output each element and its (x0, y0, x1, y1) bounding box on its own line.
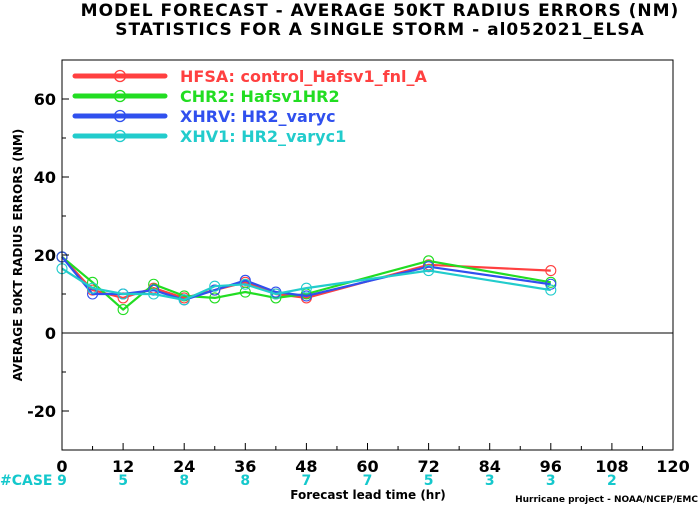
case-count: 3 (546, 473, 556, 489)
y-tick-label: 40 (34, 168, 56, 187)
legend-label-4: XHV1: HR2_varyc1 (180, 127, 346, 146)
case-count: 7 (302, 473, 312, 489)
x-tick-label: 36 (234, 457, 256, 476)
case-count: 5 (118, 473, 128, 489)
case-count: 5 (424, 473, 434, 489)
data-point (239, 286, 251, 298)
data-point (270, 288, 282, 300)
case-count: 2 (607, 473, 617, 489)
chart-subtitle: STATISTICS FOR A SINGLE STORM - al052021… (115, 20, 644, 40)
x-tick-label: 60 (356, 457, 378, 476)
x-tick-label: 120 (656, 457, 689, 476)
series-line-3 (61, 256, 551, 301)
case-count: 8 (179, 473, 189, 489)
series-line-4 (61, 267, 551, 301)
case-counts: 9 5 8 8 7 7 5 3 3 2 (57, 473, 617, 489)
legend-label-2: CHR2: Hafsv1HR2 (180, 87, 340, 106)
x-tick-label: 48 (295, 457, 317, 476)
x-tick-label: 24 (173, 457, 195, 476)
data-point (117, 288, 129, 300)
case-count: 7 (363, 473, 373, 489)
x-tick-label: 72 (417, 457, 439, 476)
data-point (300, 282, 312, 294)
data-point (300, 290, 312, 302)
series-layer (56, 251, 557, 316)
x-axis-label: Forecast lead time (hr) (290, 488, 446, 502)
legend-marker-4 (113, 129, 127, 143)
y-tick-label: 0 (45, 324, 56, 343)
case-count: 8 (240, 473, 250, 489)
y-tick-label: -20 (27, 402, 56, 421)
y-axis: -20 0 20 40 60 (27, 59, 69, 421)
legend-marker-1 (113, 69, 127, 83)
x-tick-label: 0 (56, 457, 67, 476)
chart-title: MODEL FORECAST - AVERAGE 50KT RADIUS ERR… (81, 1, 680, 21)
legend-marker-3 (113, 109, 127, 123)
y-tick-label: 20 (34, 246, 56, 265)
x-tick-label: 108 (595, 457, 628, 476)
data-point (545, 265, 557, 277)
case-label: #CASE (0, 473, 53, 489)
y-axis-label: AVERAGE 50KT RADIUS ERRORS (NM) (11, 129, 25, 381)
data-point (423, 265, 435, 277)
data-point (117, 304, 129, 316)
credit-text: Hurricane project - NOAA/NCEP/EMC (515, 495, 698, 505)
data-point (178, 294, 190, 306)
data-point (209, 292, 221, 304)
data-point (209, 280, 221, 292)
legend-label-1: HFSA: control_Hafsv1_fnl_A (180, 67, 427, 86)
data-point (87, 282, 99, 294)
data-point (239, 278, 251, 290)
legend-label-3: XHRV: HR2_varyc (180, 107, 336, 126)
data-point (148, 288, 160, 300)
x-tick-label: 12 (112, 457, 134, 476)
x-tick-label: 96 (540, 457, 562, 476)
data-point (209, 284, 221, 296)
legend-marker-2 (113, 89, 127, 103)
data-point (545, 284, 557, 296)
y-tick-label: 60 (34, 90, 56, 109)
x-tick-label: 84 (479, 457, 501, 476)
case-count: 9 (57, 473, 67, 489)
x-axis: 0 12 24 36 48 60 72 84 96 108 120 (56, 443, 690, 476)
case-count: 3 (485, 473, 495, 489)
